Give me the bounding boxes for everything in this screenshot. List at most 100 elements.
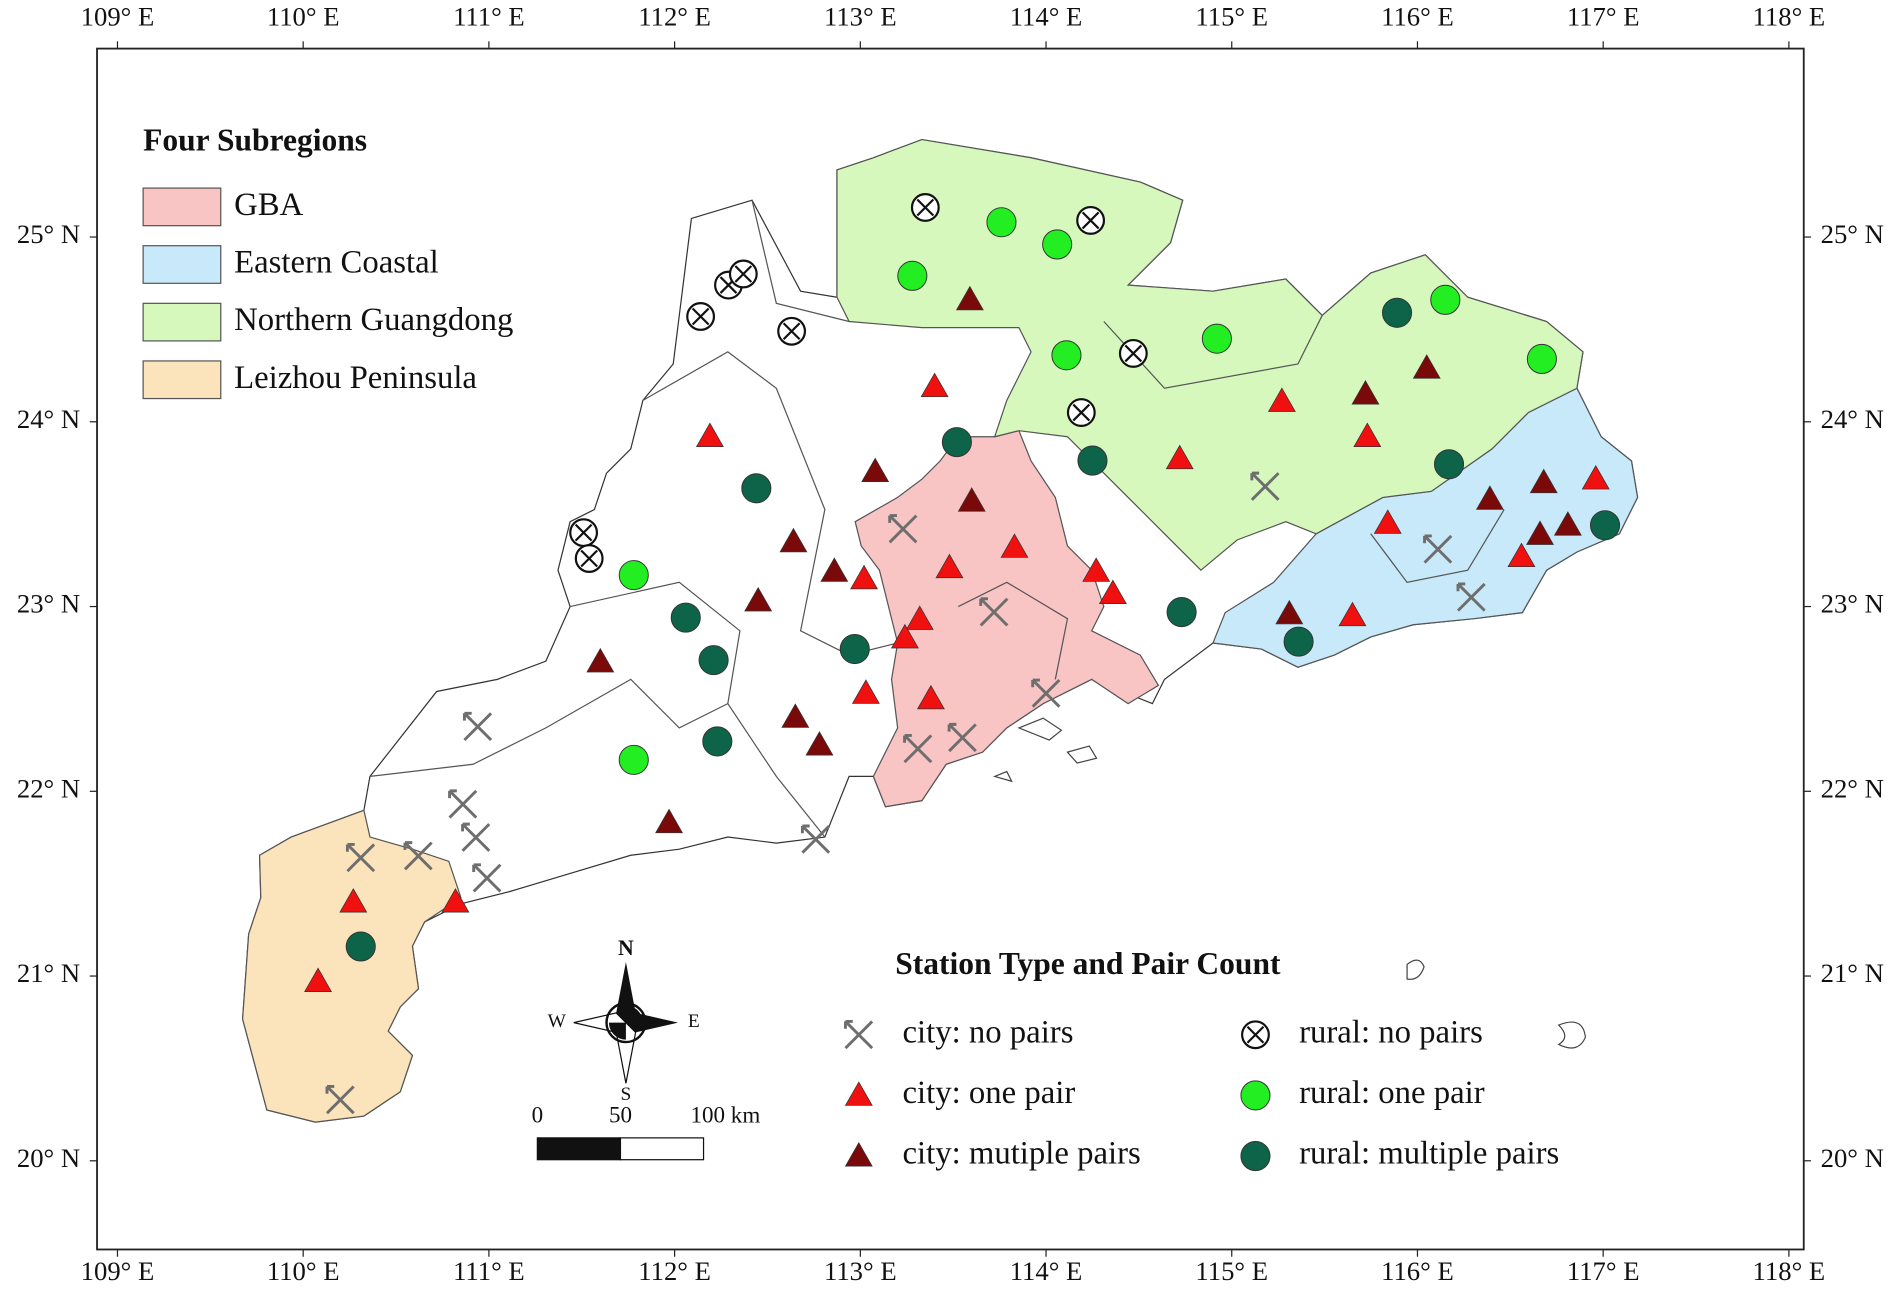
station-marker	[618, 560, 649, 591]
station-marker	[947, 722, 977, 753]
region-legend: Four Subregions GBA Eastern Coastal Northe…	[142, 122, 513, 400]
x-tick-label: 110° E	[267, 1256, 340, 1286]
station-marker	[586, 647, 615, 673]
y-tick-label: 20° N	[17, 1143, 80, 1173]
compass-ring	[605, 1002, 647, 1044]
station-marker	[1076, 205, 1106, 235]
station-marker	[1201, 323, 1232, 354]
station-marker	[1456, 582, 1486, 612]
station-marker	[1529, 468, 1558, 494]
x-tick-label: 117° E	[1567, 2, 1640, 32]
station-marker	[461, 822, 491, 852]
legend-swatch	[142, 245, 222, 284]
x-tick-label: 115° E	[1195, 1256, 1268, 1286]
island	[1406, 959, 1425, 980]
station-marker	[1283, 626, 1314, 657]
boundary	[1370, 509, 1505, 583]
scale-segment	[619, 1137, 705, 1161]
station-marker	[744, 586, 773, 612]
station-marker	[462, 711, 493, 741]
y-tick-label: 21° N	[17, 958, 80, 988]
compass-w: W	[548, 1011, 567, 1032]
station-marker	[861, 457, 890, 483]
station-marker	[781, 703, 810, 728]
station-marker	[441, 888, 470, 913]
station-marker	[702, 726, 733, 757]
station-marker	[1373, 509, 1402, 534]
x-tick-label: 114° E	[1010, 2, 1083, 32]
station-marker	[1051, 340, 1082, 371]
land	[241, 138, 1639, 1123]
station-marker	[1267, 387, 1296, 412]
station-marker	[839, 633, 870, 665]
station-marker	[1042, 229, 1073, 260]
island	[1557, 1021, 1587, 1049]
station-marker	[1581, 464, 1610, 490]
compass-center	[608, 1005, 643, 1040]
station-marker	[1098, 579, 1127, 604]
compass-n: N	[618, 936, 634, 960]
station-marker	[957, 487, 986, 512]
x-tick-label: 113° E	[824, 1256, 897, 1286]
y-tick-label: 25° N	[17, 219, 80, 249]
legend-title: Station Type and Pair Count	[895, 946, 1281, 981]
x-tick-label: 118° E	[1753, 2, 1826, 32]
compass-e: E	[688, 1011, 700, 1032]
station-marker	[935, 553, 964, 579]
station-marker	[897, 260, 928, 291]
station-marker	[888, 514, 918, 544]
station-marker	[820, 557, 849, 582]
region-leizhou	[241, 809, 462, 1123]
x-tick-label: 109° E	[81, 1256, 155, 1286]
station-marker	[1381, 297, 1413, 328]
station-marker	[920, 372, 949, 398]
x-tick-label: 111° E	[453, 1256, 525, 1286]
station-marker	[1165, 444, 1194, 470]
station-marker	[1433, 449, 1465, 480]
station-marker	[805, 731, 834, 756]
station-marker	[304, 967, 333, 992]
station-marker	[955, 285, 984, 311]
station-marker	[1250, 471, 1280, 501]
island	[992, 717, 1098, 783]
station-marker	[1351, 379, 1380, 405]
station-marker	[903, 733, 933, 764]
x-tick-label: 118° E	[1753, 1256, 1826, 1286]
legend-swatch	[142, 302, 222, 342]
x-tick-label: 114° E	[1010, 1256, 1083, 1286]
x-tick-label: 110° E	[267, 2, 340, 32]
legend-title: Four Subregions	[143, 122, 367, 157]
islands	[992, 717, 1587, 1049]
station-marker	[800, 824, 831, 854]
station-marker	[655, 808, 684, 834]
legend-label: Leizhou Peninsula	[234, 360, 477, 396]
station-marker	[1423, 534, 1453, 564]
station-marker	[403, 841, 433, 871]
station-marker	[345, 931, 376, 962]
legend-marker	[1241, 1020, 1270, 1050]
x-tick-label: 116° E	[1381, 2, 1454, 32]
station-marker	[1475, 485, 1504, 510]
legend-marker	[844, 1081, 873, 1106]
station-marker	[1589, 510, 1621, 541]
y-tick-label: 21° N	[1821, 958, 1884, 988]
compass: N S E W	[548, 936, 700, 1105]
station-marker	[448, 789, 478, 819]
station-marker	[1077, 445, 1108, 476]
station-marker	[979, 597, 1009, 627]
y-tick-label: 22° N	[1821, 773, 1884, 803]
station-marker	[618, 744, 649, 775]
station-marker	[339, 888, 368, 913]
legend-marker	[844, 1019, 874, 1050]
legend-label: city: one pair	[902, 1075, 1075, 1111]
station-marker	[1031, 678, 1061, 708]
station-marker	[986, 207, 1017, 238]
station-marker	[325, 1085, 355, 1115]
x-tick-label: 109° E	[81, 2, 155, 32]
legend-swatch	[142, 360, 222, 400]
legend-label: rural: one pair	[1299, 1075, 1485, 1111]
station-marker	[1000, 533, 1029, 558]
station-legend: Station Type and Pair Count city: no pai…	[844, 946, 1559, 1172]
station-marker	[890, 623, 919, 649]
